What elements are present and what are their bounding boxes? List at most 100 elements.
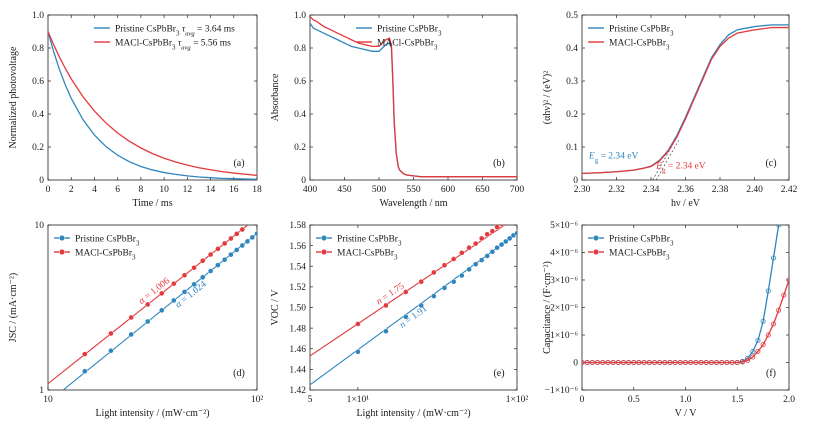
data-point-macl xyxy=(355,321,361,327)
data-point-macl xyxy=(631,359,637,365)
data-point-macl xyxy=(667,359,673,365)
legend-label: MACl-CsPbBr xyxy=(75,248,133,258)
legend-subscript: 3 xyxy=(136,239,140,247)
x-tick-label: 500 xyxy=(372,185,387,195)
data-point-macl xyxy=(145,301,151,308)
data-point-pristine xyxy=(200,274,206,280)
data-point-macl xyxy=(459,250,465,256)
panel-label: (c) xyxy=(765,158,776,169)
legend-label: Pristine CsPbBr xyxy=(609,234,671,244)
data-point-macl xyxy=(724,359,730,365)
legend-entry-pristine: Pristine CsPbBr3 τavg = 3.64 ms xyxy=(115,24,235,37)
marks xyxy=(582,24,789,180)
legend-subscript: 3 xyxy=(666,253,670,261)
legend-tau: τ xyxy=(176,38,182,48)
chart-panel-e: 5 1×10¹ 1×10² 1.42 1.44 1.46 1.48 1.50 1.52 1.54 1… xyxy=(270,221,528,419)
data-point-macl xyxy=(620,359,626,365)
y-tick-label: 0 xyxy=(39,176,44,186)
data-point-macl xyxy=(472,240,479,247)
x-tick-label: 2.40 xyxy=(746,185,763,195)
data-point-macl xyxy=(207,251,214,258)
y-axis-label: JSC / (mA·cm⁻²) xyxy=(8,273,19,342)
y-tick-label: 1.0 xyxy=(294,11,306,21)
data-point-macl xyxy=(489,228,496,234)
legend-swatch-marker xyxy=(592,248,600,256)
legend-label: MACl-CsPbBr xyxy=(377,38,435,48)
legend-swatch-marker xyxy=(592,234,600,242)
legend-label: Pristine CsPbBr xyxy=(609,24,671,34)
data-point-macl xyxy=(582,360,585,365)
y-tick-label: 0.6 xyxy=(294,77,306,87)
data-point-macl xyxy=(708,359,714,365)
annotation-value: = 1.75 xyxy=(379,281,407,304)
legend-subscript: 3 xyxy=(394,253,398,261)
data-point-pristine xyxy=(82,368,88,374)
y-tick-label: 1.46 xyxy=(289,345,306,355)
data-point-pristine xyxy=(765,288,771,294)
x-tick-label: 14 xyxy=(206,185,216,195)
data-point-macl xyxy=(595,359,601,365)
data-point-macl xyxy=(159,290,165,297)
legend-entry-macl: MACl-CsPbBr3 xyxy=(337,248,398,261)
data-point-macl xyxy=(466,244,472,251)
data-point-pristine xyxy=(215,262,221,268)
legend-subscript: 3 xyxy=(132,253,136,261)
data-point-pristine xyxy=(355,349,361,355)
legend-subscript: 3 xyxy=(670,29,674,37)
y-tick-label: 1.0 xyxy=(32,11,44,21)
y-tick-label: 0.4 xyxy=(32,110,44,120)
data-point-pristine xyxy=(128,331,134,338)
legend-label: MACl-CsPbBr xyxy=(115,38,173,48)
panel-label: (f) xyxy=(766,368,776,379)
data-point-macl xyxy=(191,265,197,271)
data-point-macl xyxy=(683,359,689,365)
y-tick-label: 1.54 xyxy=(289,262,306,272)
legend-entry-macl: MACl-CsPbBr3 xyxy=(75,248,136,261)
series-line-macl xyxy=(582,279,789,364)
extrapolation-line xyxy=(655,140,679,180)
legend-label: Pristine CsPbBr xyxy=(377,24,439,34)
y-tick-label: 1.58 xyxy=(289,221,306,231)
fit-line-macl xyxy=(48,225,249,385)
data-point-macl xyxy=(584,359,590,365)
plot-frame xyxy=(47,14,258,181)
data-point-macl xyxy=(641,359,647,365)
legend-tau: τ xyxy=(179,24,185,34)
legend-subscript: 3 xyxy=(176,29,180,37)
data-point-macl xyxy=(703,359,709,365)
chart-panel-f: 0 0.5 1.0 1.5 2.0−1×10⁻⁶01×10⁻⁶2×10⁻⁶3×10⁻⁶4… xyxy=(542,221,795,419)
data-point-macl xyxy=(171,280,177,287)
y-tick-label: 0.2 xyxy=(566,110,578,120)
x-tick-label: 4 xyxy=(92,185,97,195)
data-point-macl xyxy=(770,321,776,327)
y-tick-label: 4×10⁻⁶ xyxy=(550,249,578,259)
x-tick-label: 12 xyxy=(183,185,193,195)
chart-panel-b: 400 450 500 550 600 650 700 0 0.2 0.4 0.6 0.8 1.0 Wav… xyxy=(270,11,524,209)
legend-entry-pristine: Pristine CsPbBr3 xyxy=(337,234,402,247)
annotation-subscript: g xyxy=(662,166,666,174)
chart-panel-c: 2.30 2.32 2.34 2.36 2.38 2.40 2.42 0 0.1 0.2 0.3 0.… xyxy=(542,11,798,209)
marks xyxy=(582,225,789,365)
legend-tau-value: = 5.56 ms xyxy=(191,38,231,48)
y-axis-label: Capacitance / (F·cm⁻²) xyxy=(542,261,553,354)
legend-swatch-marker xyxy=(320,234,328,242)
legend-subscript: 3 xyxy=(670,239,674,247)
bandgap-annotation: Eg = 2.34 eV xyxy=(655,161,706,174)
y-tick-label: 1×10⁻⁶ xyxy=(550,331,578,341)
x-tick-label: 18 xyxy=(252,185,262,195)
y-tick-label: 0.3 xyxy=(566,77,578,87)
data-point-pristine xyxy=(239,242,245,249)
y-tick-label: 1.52 xyxy=(289,283,306,293)
x-axis-label: V / V xyxy=(675,408,698,419)
legend-avg: avg xyxy=(185,30,195,37)
legend-label: MACl-CsPbBr xyxy=(609,248,667,258)
y-tick-label: −1×10⁻⁶ xyxy=(545,386,578,396)
data-point-macl xyxy=(128,314,134,321)
data-point-pristine xyxy=(383,328,389,334)
legend-label: Pristine CsPbBr xyxy=(115,24,177,34)
legend-entry-macl: MACl-CsPbBr3 xyxy=(609,38,670,51)
legend-entry-macl: MACl-CsPbBr3 xyxy=(377,38,438,51)
data-point-macl xyxy=(688,359,694,365)
data-point-pristine xyxy=(145,318,151,325)
